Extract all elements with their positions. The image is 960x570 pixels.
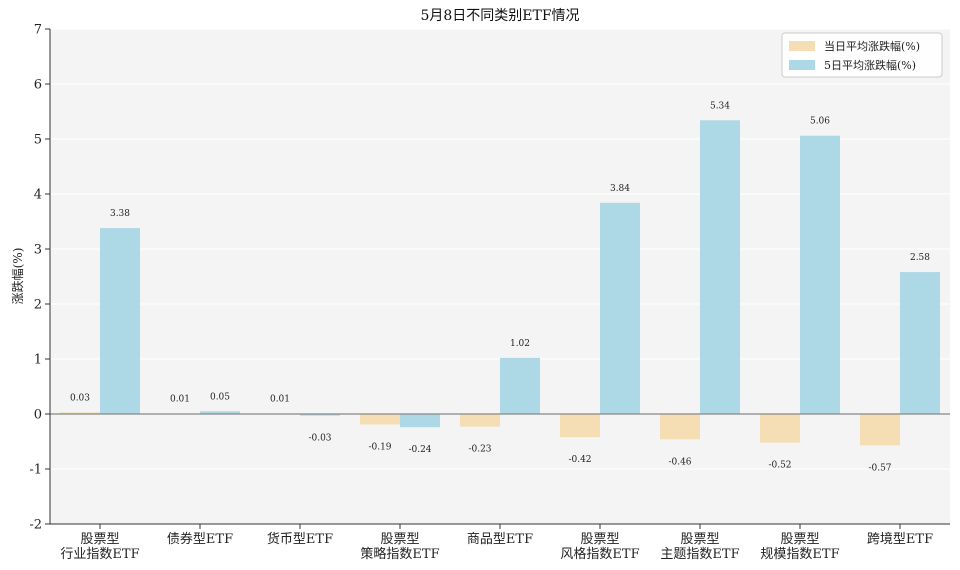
bar-five-day-3	[400, 414, 440, 428]
data-label: 1.02	[510, 339, 530, 349]
data-label: -0.24	[408, 445, 431, 455]
data-label: 5.06	[810, 117, 830, 127]
data-label: 0.05	[210, 392, 230, 402]
data-label: 0.01	[170, 394, 190, 404]
y-tick-label: -1	[29, 463, 42, 478]
x-tick-label: 债券型ETF	[167, 531, 233, 547]
bar-five-day-7	[800, 135, 840, 414]
bar-five-day-5	[600, 202, 640, 414]
data-label: -0.57	[868, 463, 891, 473]
x-tick-label: 风格指数ETF	[560, 546, 639, 562]
data-label: -0.46	[668, 457, 691, 467]
legend	[781, 32, 943, 78]
x-tick-label: 主题指数ETF	[660, 547, 739, 562]
bar-daily-7	[760, 414, 800, 443]
data-label: 0.03	[70, 393, 90, 403]
data-label: 2.58	[910, 253, 930, 263]
legend-swatch	[789, 41, 815, 51]
bar-five-day-0	[100, 228, 140, 414]
x-tick-label: 股票型	[780, 532, 819, 547]
data-label: -0.19	[368, 442, 391, 452]
chart-title: 5月8日不同类别ETF情况	[420, 8, 579, 24]
x-tick-label: 跨境型ETF	[867, 532, 933, 547]
x-tick-label: 股票型	[680, 532, 719, 547]
x-tick-label: 股票型	[80, 532, 119, 547]
bar-daily-8	[860, 414, 900, 446]
x-tick-label: 货币型ETF	[267, 531, 333, 547]
data-label: -0.52	[768, 461, 791, 471]
data-label: 3.84	[610, 184, 630, 194]
y-axis-label: 涨跌幅(%)	[10, 248, 25, 305]
y-tick-label: 5	[34, 133, 42, 148]
bar-five-day-4	[500, 357, 540, 414]
x-tick-label: 股票型	[580, 532, 619, 547]
data-label: -0.42	[568, 455, 591, 465]
bar-daily-5	[560, 414, 600, 438]
data-label: 5.34	[710, 101, 730, 111]
y-tick-label: 6	[34, 78, 42, 93]
y-tick-label: 7	[34, 23, 42, 38]
y-tick-label: 2	[34, 298, 42, 313]
data-label: -0.23	[468, 445, 491, 455]
data-label: 3.38	[110, 209, 130, 219]
legend-label: 5日平均涨跌幅(%)	[824, 58, 916, 72]
bar-daily-3	[360, 414, 400, 425]
bar-five-day-6	[700, 120, 740, 415]
x-tick-label: 策略指数ETF	[360, 546, 439, 562]
x-tick-label: 商品型ETF	[467, 532, 533, 547]
y-tick-label: 3	[34, 243, 42, 258]
y-tick-label: 4	[34, 188, 42, 203]
y-tick-label: 1	[34, 353, 42, 368]
y-tick-label: -2	[29, 518, 42, 533]
data-label: -0.03	[308, 434, 331, 444]
x-tick-label: 股票型	[380, 532, 419, 547]
bar-daily-6	[660, 414, 700, 440]
bar-five-day-1	[200, 411, 240, 414]
legend-label: 当日平均涨跌幅(%)	[824, 39, 920, 53]
x-tick-label: 行业指数ETF	[60, 547, 139, 562]
bar-daily-4	[460, 414, 500, 427]
legend-swatch	[789, 60, 815, 70]
bar-daily-0	[60, 412, 100, 414]
data-label: 0.01	[270, 394, 290, 404]
y-tick-label: 0	[34, 408, 42, 423]
bar-five-day-8	[900, 272, 940, 414]
x-tick-label: 规模指数ETF	[760, 547, 839, 562]
bar-five-day-2	[300, 414, 340, 416]
